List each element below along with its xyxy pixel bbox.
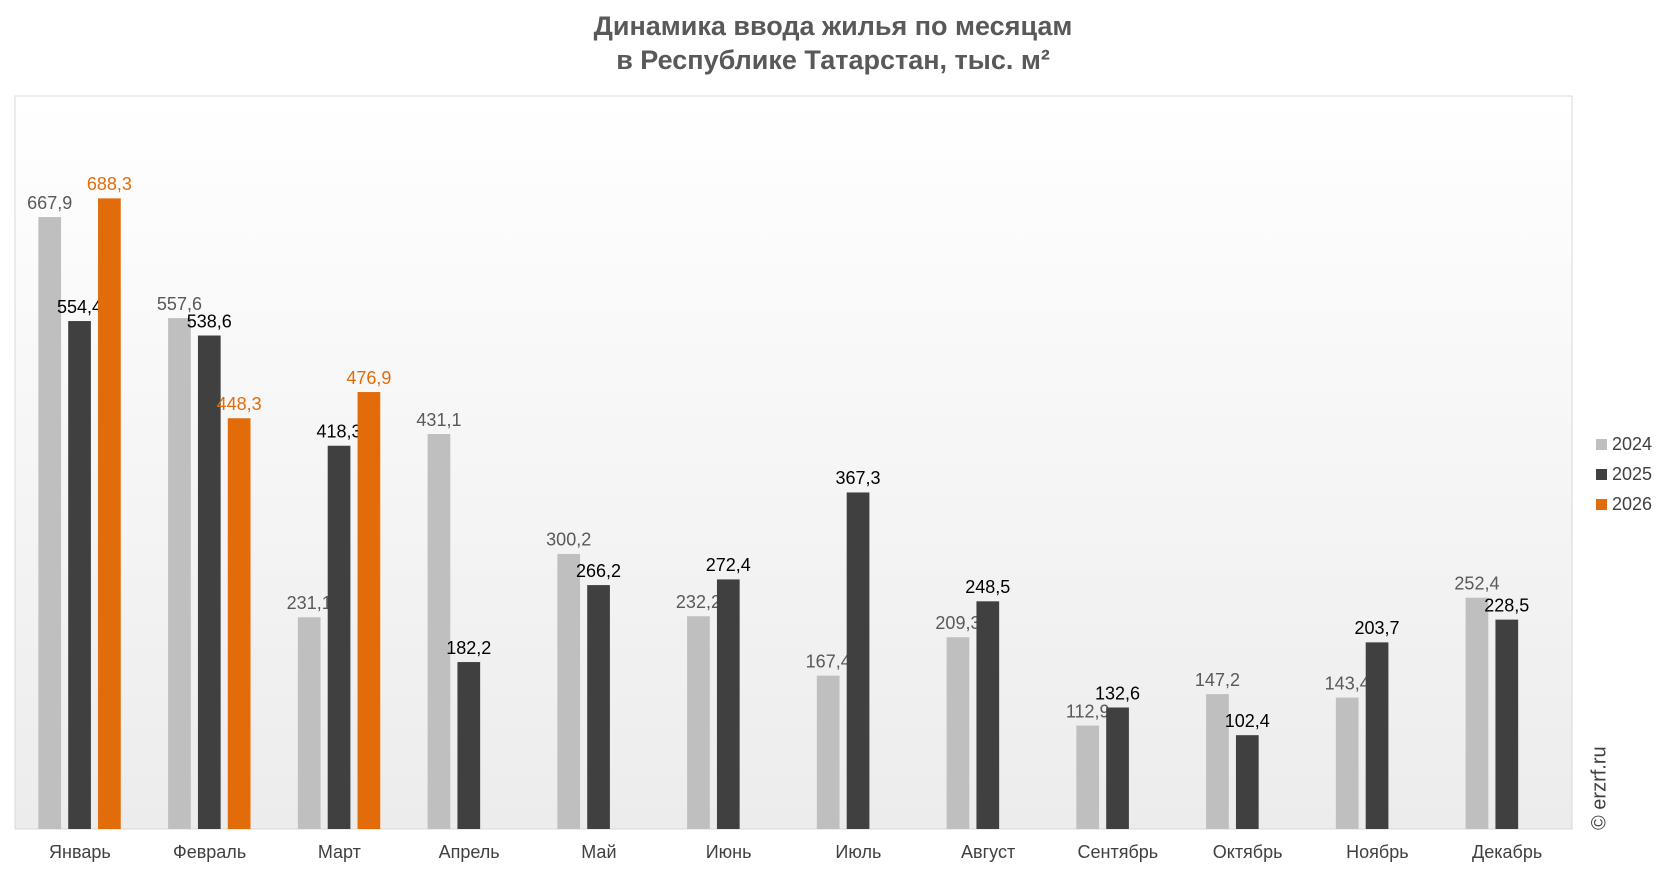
bar [1106, 707, 1129, 829]
x-tick-label: Апрель [439, 842, 500, 862]
bar [587, 585, 610, 829]
chart-title: Динамика ввода жилья по месяцам [594, 11, 1073, 41]
value-label: 203,7 [1355, 618, 1400, 638]
bar [1465, 597, 1489, 829]
x-tick-label: Июнь [706, 842, 752, 862]
value-label: 448,3 [217, 394, 262, 414]
value-label: 231,1 [287, 593, 332, 613]
bar [427, 434, 451, 829]
bar [716, 579, 740, 829]
x-tick-label: Ноябрь [1346, 842, 1408, 862]
bar [846, 492, 870, 829]
x-tick-label: Март [318, 842, 361, 862]
legend-swatch [1596, 499, 1607, 510]
value-label: 132,6 [1095, 683, 1140, 703]
bar [38, 217, 62, 829]
value-label: 367,3 [836, 468, 881, 488]
bar [1365, 642, 1389, 829]
value-label: 431,1 [416, 410, 461, 430]
watermark: © erzrf.ru [1588, 746, 1610, 830]
bar [68, 321, 91, 829]
value-label: 418,3 [317, 421, 362, 441]
value-label: 228,5 [1484, 595, 1529, 615]
bar [1495, 619, 1519, 829]
x-tick-label: Февраль [173, 842, 246, 862]
bar [687, 616, 710, 829]
value-label: 266,2 [576, 561, 621, 581]
x-tick-label: Октябрь [1213, 842, 1283, 862]
bar [557, 553, 581, 829]
value-label: 232,2 [676, 592, 721, 612]
value-label: 102,4 [1225, 711, 1270, 731]
bar [168, 318, 191, 829]
value-label: 688,3 [87, 174, 132, 194]
x-tick-label: Май [581, 842, 616, 862]
value-label: 554,4 [57, 297, 102, 317]
bar [457, 662, 481, 829]
chart-title: в Республике Татарстан, тыс. м² [616, 45, 1050, 75]
value-label: 557,6 [157, 294, 202, 314]
value-label: 112,9 [1066, 701, 1110, 721]
value-label: 143,4 [1325, 673, 1370, 693]
legend-label: 2026 [1612, 494, 1652, 514]
legend-swatch [1596, 439, 1607, 450]
value-label: 272,4 [706, 555, 751, 575]
value-label: 300,2 [546, 530, 591, 550]
value-label: 252,4 [1454, 573, 1499, 593]
bar [357, 392, 381, 829]
legend-swatch [1596, 469, 1607, 480]
x-tick-label: Сентябрь [1078, 842, 1159, 862]
value-label: 476,9 [346, 368, 391, 388]
plot-area [14, 95, 1573, 830]
value-label: 167,4 [806, 651, 851, 671]
bar [946, 637, 970, 829]
bar [816, 675, 840, 829]
value-label: 667,9 [27, 193, 72, 213]
x-tick-label: Январь [49, 842, 111, 862]
value-label: 147,2 [1195, 670, 1240, 690]
value-label: 248,5 [965, 577, 1010, 597]
bar [1235, 735, 1259, 829]
value-label: 538,6 [187, 311, 232, 331]
bar [327, 445, 351, 829]
legend-label: 2024 [1612, 434, 1652, 454]
legend-label: 2025 [1612, 464, 1652, 484]
value-label: 209,3 [935, 613, 980, 633]
bar [98, 198, 121, 830]
bar [1206, 694, 1229, 829]
bar [1076, 725, 1100, 829]
x-tick-label: Август [961, 842, 1015, 862]
bar [1335, 697, 1359, 829]
bar [976, 601, 1000, 829]
x-tick-label: Декабрь [1472, 842, 1542, 862]
bar [297, 617, 321, 829]
bar [197, 335, 221, 829]
x-tick-label: Июль [835, 842, 881, 862]
value-label: 182,2 [446, 638, 491, 658]
bar [227, 418, 251, 829]
